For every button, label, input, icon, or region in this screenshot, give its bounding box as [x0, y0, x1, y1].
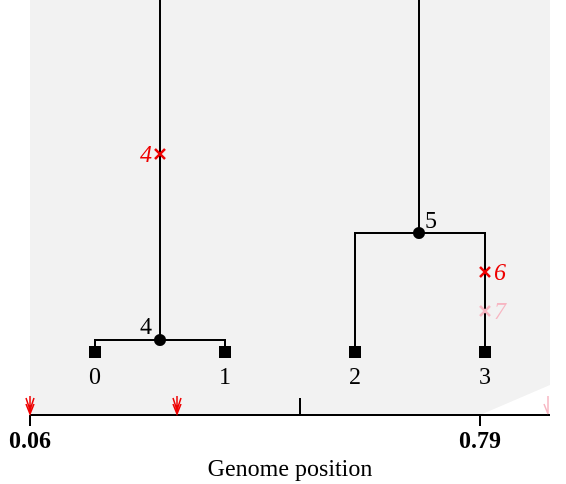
- site-marker: [25, 396, 35, 417]
- node-label: 5: [425, 208, 437, 234]
- node-label: 0: [89, 364, 101, 390]
- axis: 0.06 0.79 Genome position: [9, 396, 550, 482]
- tree-left: 0 1 4 4: [89, 0, 231, 390]
- node-label: 2: [349, 364, 361, 390]
- site-marker: [543, 396, 549, 415]
- background: [30, 0, 550, 415]
- node-label: 3: [479, 364, 491, 390]
- node-label: 1: [219, 364, 231, 390]
- node: [154, 334, 166, 346]
- node: [413, 227, 425, 239]
- tree-right: 2 3 5 6 7: [349, 0, 507, 390]
- mutation-label: 4: [140, 142, 152, 168]
- mutation-mark: [154, 148, 166, 160]
- leaf: [219, 346, 231, 358]
- leaf: [89, 346, 101, 358]
- axis-tick-label: 0.06: [9, 428, 51, 454]
- mutation-label: 6: [494, 260, 506, 286]
- mutation-mark: [479, 305, 491, 317]
- axis-tick-label: 0.79: [459, 428, 501, 454]
- leaf: [479, 346, 491, 358]
- node-label: 4: [140, 314, 152, 340]
- axis-label: Genome position: [208, 456, 373, 482]
- leaf: [349, 346, 361, 358]
- mutation-mark: [479, 266, 491, 278]
- site-marker: [172, 396, 182, 417]
- mutation-label: 7: [494, 299, 507, 325]
